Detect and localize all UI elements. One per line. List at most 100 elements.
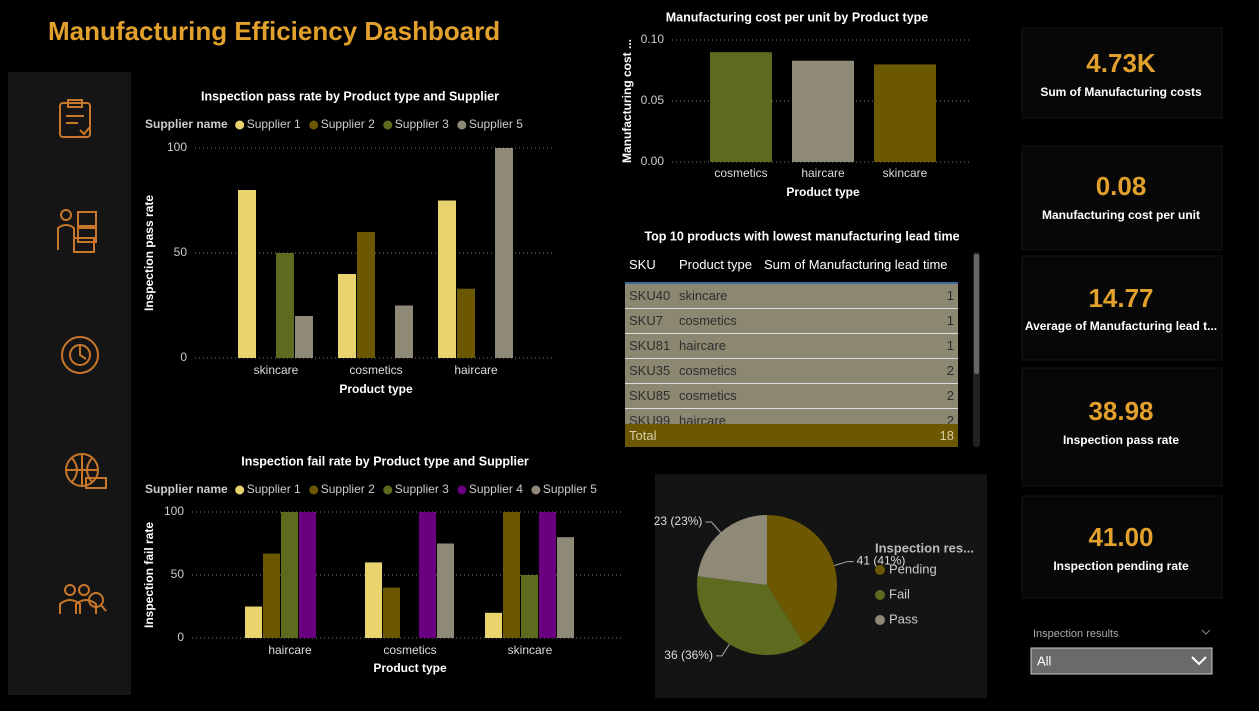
bar (874, 64, 936, 162)
x-tick-label: haircare (454, 363, 498, 377)
leader-line (715, 643, 730, 657)
table-row: SKU7 cosmetics 1 (625, 309, 958, 334)
y-tick-label: 0.00 (641, 154, 665, 168)
card-label: Inspection pending rate (1053, 559, 1189, 573)
table-row: SKU81 haircare 1 (625, 334, 958, 359)
table-body: SKU40 skincare 1 SKU7 cosmetics 1 SKU81 haircar… (625, 284, 958, 424)
legend-label: Supplier 1 (247, 482, 301, 496)
bar (792, 60, 854, 162)
data-label: 23 (23%) (654, 514, 703, 528)
cell: cosmetics (679, 363, 737, 378)
column-header[interactable]: Sum of Manufacturing lead time (764, 257, 948, 272)
card-value: 0.08 (1096, 171, 1147, 201)
x-tick-label: skincare (254, 363, 299, 377)
table-row: SKU35 cosmetics 2 (625, 359, 958, 384)
chart-title: Inspection pass rate by Product type and… (201, 89, 499, 103)
card (1021, 255, 1223, 361)
x-tick-label: skincare (883, 166, 928, 180)
card (1021, 145, 1223, 251)
cell: haircare (679, 413, 726, 424)
legend-swatch (457, 120, 467, 130)
data-label: 36 (36%) (664, 648, 713, 662)
legend-label: Supplier 2 (321, 482, 375, 496)
x-axis-label: Product type (373, 661, 447, 675)
cell: skincare (679, 288, 728, 303)
card-label: Inspection pass rate (1063, 433, 1179, 447)
pie-slice (767, 515, 838, 645)
y-axis-label: Inspection pass rate (142, 195, 156, 311)
table-row: SKU99 haircare 2 (625, 409, 958, 424)
card-label: Average of Manufacturing lead t... (1025, 319, 1217, 333)
legend-swatch (383, 485, 393, 495)
pie-slice (697, 515, 767, 585)
legend-title: Inspection res... (875, 540, 974, 555)
bar (295, 316, 313, 358)
sidebar (8, 72, 131, 695)
table-header: SKU Product type Sum of Manufacturing le… (625, 252, 958, 284)
slicer-value[interactable]: All (1037, 653, 1052, 668)
x-tick-label: haircare (801, 166, 845, 180)
bar (557, 537, 574, 638)
slicer-chevron[interactable] (1201, 629, 1211, 635)
slicer-label: Inspection results (1033, 628, 1119, 640)
legend-swatch (875, 615, 885, 625)
bar (539, 512, 556, 638)
bar (299, 512, 316, 638)
scroll-thumb[interactable] (974, 254, 979, 374)
icon-globe[interactable] (65, 453, 107, 489)
cell: SKU7 (629, 313, 663, 328)
bar (338, 274, 356, 358)
bar (521, 575, 538, 638)
legend-label: Fail (889, 586, 910, 601)
card (1021, 495, 1223, 599)
slicer-dropdown[interactable] (1030, 647, 1213, 675)
cell: 1 (946, 338, 954, 353)
icon-worker[interactable] (57, 209, 97, 253)
bar (503, 512, 520, 638)
pie-slice (696, 576, 805, 655)
legend-swatch (875, 565, 885, 575)
column-header[interactable]: SKU (629, 257, 656, 272)
cell: 2 (946, 413, 954, 424)
sidebar-icons (57, 99, 107, 614)
bar (281, 512, 298, 638)
y-tick-label: 50 (174, 245, 188, 259)
legend-label: Pass (889, 611, 918, 626)
legend-label: Supplier 4 (469, 482, 523, 496)
legend-label: Supplier 5 (543, 482, 597, 496)
y-tick-label: 0.10 (641, 32, 665, 46)
icon-team[interactable] (59, 584, 107, 614)
column-header[interactable]: Product type (679, 257, 752, 272)
dropdown-arrow[interactable] (1191, 656, 1207, 666)
legend-swatch (531, 485, 541, 495)
data-label: 41 (41%) (857, 554, 906, 568)
legend-label: Supplier 1 (247, 117, 301, 131)
x-axis-label: Product type (786, 185, 860, 199)
table: SKU Product type Sum of Manufacturing le… (625, 252, 958, 447)
y-axis-label: Inspection fail rate (142, 522, 156, 628)
legend-swatch (235, 485, 245, 495)
card-label: Sum of Manufacturing costs (1040, 85, 1202, 99)
cell: SKU85 (629, 388, 671, 403)
bar (495, 148, 513, 358)
y-tick-label: 100 (164, 504, 184, 518)
y-axis-label: Manufacturing cost ... (620, 39, 634, 163)
cell: cosmetics (679, 388, 737, 403)
icon-clipboard[interactable] (59, 102, 91, 138)
icon-gear[interactable] (61, 336, 99, 374)
cell: 2 (946, 388, 954, 403)
card-value: 14.77 (1088, 283, 1153, 313)
total-label: Total (629, 428, 657, 443)
page-title: Manufacturing Efficiency Dashboard (48, 16, 500, 46)
bar (457, 288, 475, 358)
bar (485, 612, 502, 638)
cell: cosmetics (679, 313, 737, 328)
y-tick-label: 0 (177, 630, 184, 644)
table-row: SKU40 skincare 1 (625, 284, 958, 309)
legend-swatch (309, 485, 319, 495)
chart-title: Manufacturing cost per unit by Product t… (666, 10, 929, 24)
card (1021, 27, 1223, 119)
bar (419, 512, 436, 638)
